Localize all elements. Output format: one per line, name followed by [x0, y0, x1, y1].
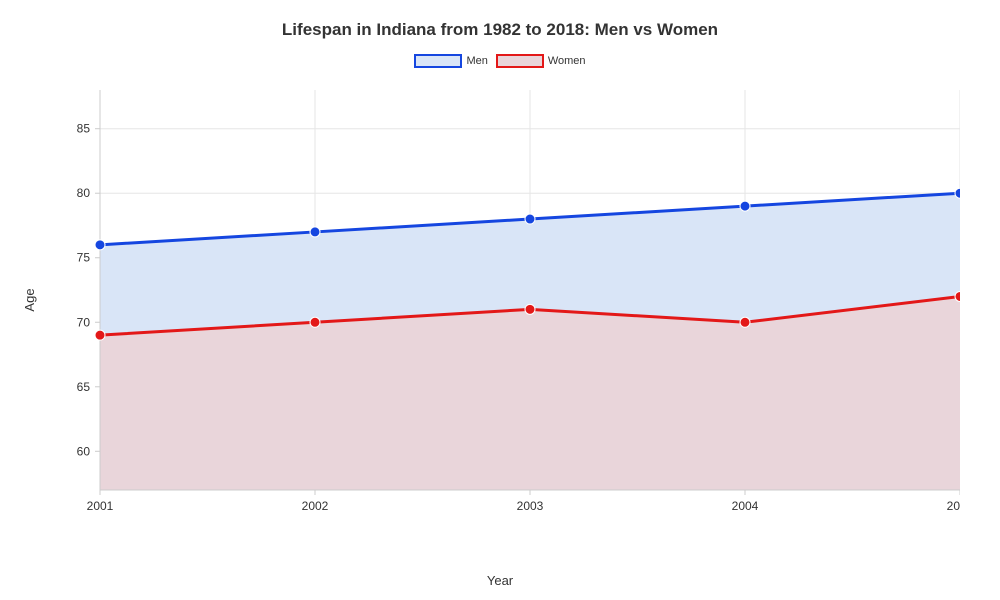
- legend-label-men: Men: [466, 55, 487, 67]
- marker-women: [525, 304, 535, 314]
- legend-swatch-women: [496, 54, 544, 68]
- marker-men: [525, 214, 535, 224]
- y-axis-label: Age: [22, 288, 37, 311]
- legend-label-women: Women: [548, 55, 586, 67]
- plot-area: 60 65 70 75 80 85 2001 2002 2003 2004 2005: [60, 90, 960, 520]
- y-tick-label: 85: [77, 122, 91, 136]
- chart-title: Lifespan in Indiana from 1982 to 2018: M…: [0, 0, 1000, 40]
- x-tick-label: 2004: [732, 499, 759, 513]
- legend: Men Women: [0, 54, 1000, 68]
- marker-women: [310, 317, 320, 327]
- x-tick-label: 2005: [947, 499, 960, 513]
- marker-men: [740, 201, 750, 211]
- y-tick-label: 65: [77, 380, 91, 394]
- marker-men: [95, 240, 105, 250]
- x-axis-label: Year: [487, 573, 513, 588]
- x-tick-label: 2003: [517, 499, 544, 513]
- marker-men: [310, 227, 320, 237]
- y-tick-label: 80: [77, 186, 91, 200]
- x-tick-label: 2002: [302, 499, 329, 513]
- marker-women: [740, 317, 750, 327]
- marker-women: [95, 330, 105, 340]
- chart-container: Lifespan in Indiana from 1982 to 2018: M…: [0, 0, 1000, 600]
- x-tick-label: 2001: [87, 499, 114, 513]
- y-tick-label: 75: [77, 251, 91, 265]
- y-tick-label: 60: [77, 444, 91, 458]
- plot-svg: 60 65 70 75 80 85 2001 2002 2003 2004 2005: [60, 90, 960, 520]
- legend-item-men: Men: [414, 54, 487, 68]
- legend-item-women: Women: [496, 54, 586, 68]
- y-tick-label: 70: [77, 315, 91, 329]
- legend-swatch-men: [414, 54, 462, 68]
